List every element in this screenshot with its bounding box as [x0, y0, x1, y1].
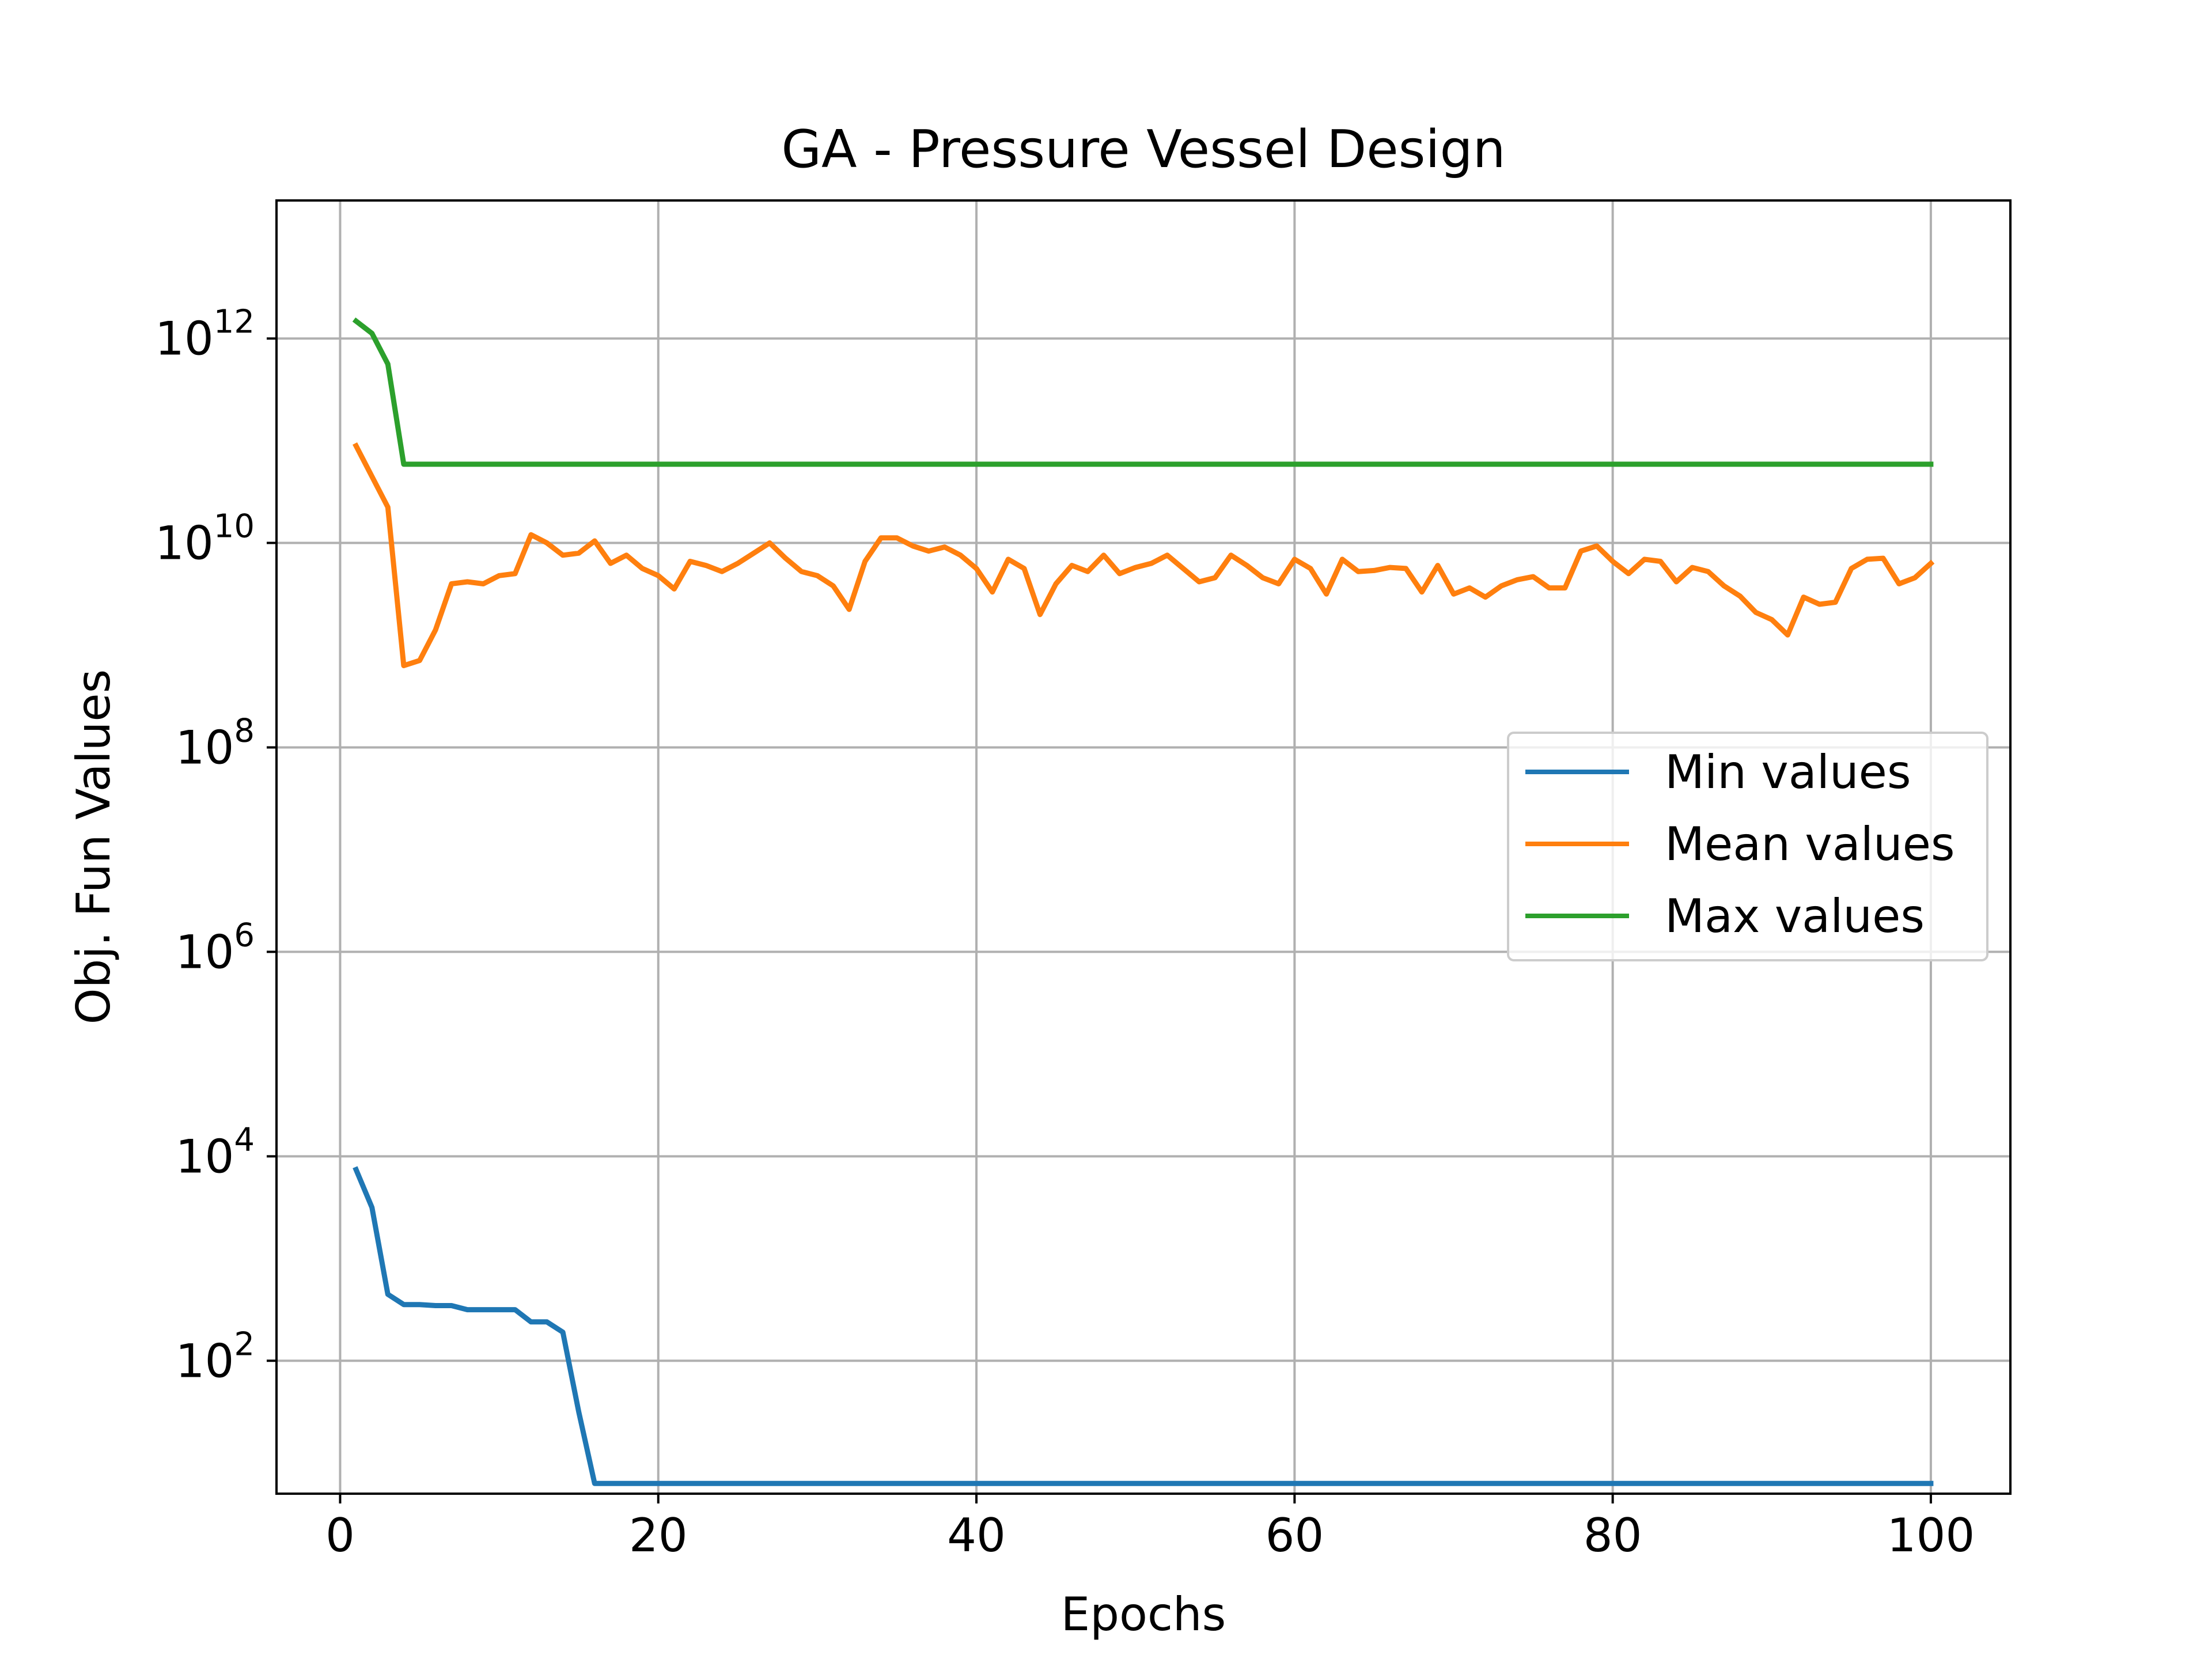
x-axis: 0 20 40 60 80 100	[325, 1494, 1975, 1562]
x-tick-label: 40	[947, 1509, 1006, 1562]
series-max-line	[352, 317, 1934, 467]
y-tick-label: 108	[176, 712, 255, 774]
x-tick-label: 20	[629, 1509, 688, 1562]
legend-label-max: Max values	[1665, 889, 1925, 943]
y-tick-label: 1012	[155, 304, 255, 366]
series-lines	[352, 317, 1935, 1486]
y-tick-label: 1010	[155, 508, 255, 570]
legend-label-mean: Mean values	[1665, 817, 1955, 871]
y-axis: 102 104 106 108 1010 1012	[155, 304, 276, 1388]
series-min-line	[353, 1166, 1934, 1486]
legend-box	[1507, 732, 1988, 961]
legend-label-min: Min values	[1665, 745, 1911, 799]
plot-frame	[275, 199, 2012, 1495]
y-axis-label: Obj. Fun Values	[67, 669, 120, 1025]
x-tick-label: 60	[1265, 1509, 1324, 1562]
x-axis-label: Epochs	[1061, 1588, 1226, 1641]
x-tick-label: 100	[1887, 1509, 1975, 1562]
series-mean-line	[353, 442, 1935, 668]
legend: Min values Mean values Max values	[1507, 732, 1988, 961]
y-tick-label: 106	[176, 916, 255, 979]
y-tick-label: 102	[176, 1325, 255, 1388]
y-tick-label: 104	[176, 1121, 255, 1183]
chart-title: GA - Pressure Vessel Design	[781, 119, 1505, 180]
x-tick-label: 0	[325, 1509, 355, 1562]
x-tick-label: 80	[1584, 1509, 1642, 1562]
